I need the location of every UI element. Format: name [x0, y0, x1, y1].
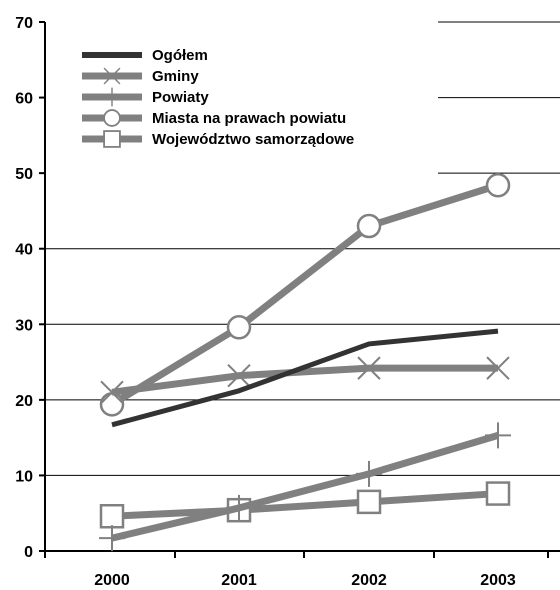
- series-line: [111, 490, 499, 520]
- data-point: [356, 213, 382, 239]
- data-point: [356, 460, 382, 487]
- y-tick-label: 30: [15, 317, 33, 334]
- data-point: [357, 356, 381, 380]
- series-line: [111, 432, 500, 542]
- data-point: [103, 130, 121, 148]
- legend-marker: [103, 67, 121, 85]
- series-line: [110, 181, 500, 408]
- data-point: [227, 363, 251, 388]
- marker-circle: [485, 172, 511, 198]
- y-tick-label: 10: [15, 468, 33, 485]
- legend: Ogółem Gminy Powiaty Miasta na prawach powi…: [82, 47, 354, 148]
- data-point: [485, 481, 511, 506]
- data-point: [99, 525, 125, 552]
- y-tick-label: 60: [15, 91, 33, 108]
- marker-x: [486, 356, 510, 380]
- legend-item: Województwo samorządowe: [82, 130, 354, 148]
- legend-item: Miasta na prawach powiatu: [82, 109, 346, 127]
- legend-label: Województwo samorządowe: [152, 131, 354, 148]
- data-point: [486, 356, 510, 380]
- marker-x: [357, 356, 381, 380]
- marker-square: [103, 130, 121, 148]
- data-point: [103, 67, 121, 85]
- marker-square: [356, 489, 382, 515]
- legend-item: Gminy: [82, 67, 199, 85]
- data-point: [485, 172, 511, 198]
- y-tick-label: 40: [15, 242, 33, 259]
- marker-circle: [99, 392, 125, 417]
- series-0: [111, 328, 499, 428]
- marker-square: [485, 481, 511, 506]
- data-point: [103, 109, 121, 127]
- series-line: [111, 364, 498, 396]
- axes: 0 10 20 30 40 50 60 70 2000 2001 2002 2003: [15, 15, 560, 589]
- legend-item: Powiaty: [82, 87, 209, 107]
- series-1: [100, 356, 510, 405]
- y-tick-label: 0: [24, 544, 33, 561]
- x-tick-label: 2002: [351, 572, 387, 589]
- legend-label: Gminy: [152, 68, 199, 85]
- series-2: [99, 422, 511, 552]
- x-tick-label: 2001: [221, 572, 257, 589]
- data-point: [226, 494, 252, 521]
- data-point: [356, 489, 382, 515]
- y-tick-label: 70: [15, 15, 33, 32]
- legend-marker: [103, 109, 121, 127]
- legend-label: Miasta na prawach powiatu: [152, 110, 346, 127]
- data-point: [99, 503, 125, 529]
- x-tick-label: 2000: [94, 572, 130, 589]
- marker-x: [103, 67, 121, 85]
- series-line: [111, 328, 499, 428]
- data-point: [102, 87, 122, 107]
- data-point: [100, 380, 124, 405]
- marker-circle: [356, 213, 382, 239]
- marker-circle: [103, 109, 121, 127]
- data-point: [99, 392, 125, 417]
- y-tick-label: 50: [15, 166, 33, 183]
- legend-label: Ogółem: [152, 47, 208, 64]
- series-group: [99, 172, 511, 552]
- y-tick-label: 20: [15, 393, 33, 410]
- marker-x: [100, 380, 124, 405]
- x-tick-label: 2003: [480, 572, 516, 589]
- legend-marker: [102, 87, 122, 107]
- data-point: [226, 315, 252, 340]
- series-3: [99, 172, 511, 417]
- marker-circle: [226, 315, 252, 340]
- marker-x: [227, 363, 251, 388]
- legend-marker: [103, 130, 121, 148]
- data-point: [485, 422, 511, 449]
- legend-item: Ogółem: [82, 47, 208, 64]
- legend-label: Powiaty: [152, 89, 209, 106]
- marker-square: [99, 503, 125, 529]
